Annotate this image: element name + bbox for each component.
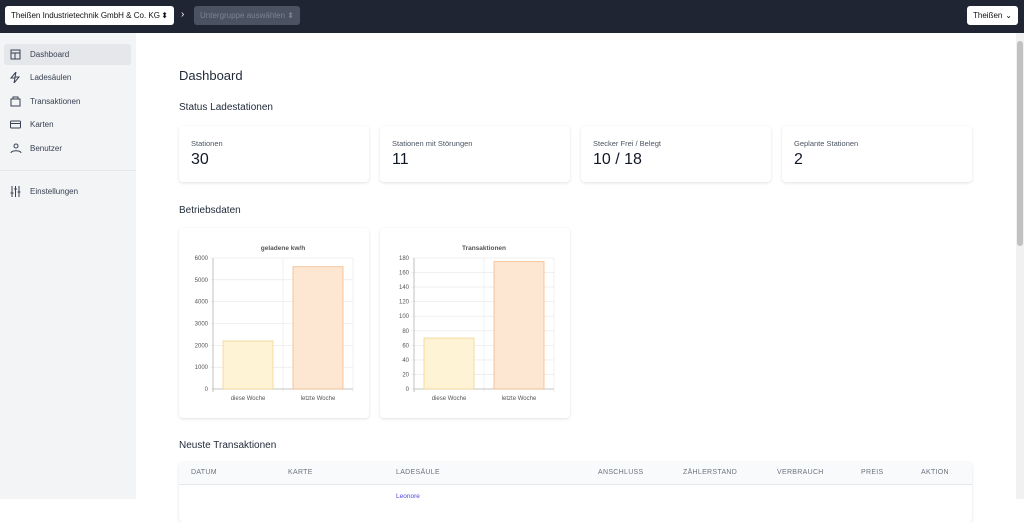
nav-item[interactable]: Benutzer	[4, 138, 131, 159]
y-tick-label: 1000	[195, 365, 209, 371]
x-tick-label: diese Woche	[432, 396, 467, 402]
stat-label: Stationen	[191, 139, 223, 148]
subgroup-placeholder: Untergruppe auswählen	[200, 11, 285, 20]
stat-card: Stationen mit Störungen 11	[380, 126, 570, 182]
column-header: DATUM	[191, 469, 217, 476]
x-tick-label: diese Woche	[231, 396, 266, 402]
page: Theißen Industrietechnik GmbH & Co. KG ⬍ …	[0, 0, 1024, 500]
column-header: VERBRAUCH	[777, 469, 824, 476]
x-tick-label: letzte Woche	[301, 396, 336, 402]
y-tick-label: 5000	[195, 278, 209, 284]
scroll-thumb[interactable]	[1017, 41, 1023, 246]
y-tick-label: 0	[406, 387, 410, 393]
nav-item[interactable]: Ladesäulen	[4, 67, 131, 88]
bar	[493, 261, 545, 390]
scrollbar[interactable]	[1016, 33, 1024, 499]
stat-label: Geplante Stationen	[794, 139, 859, 148]
nav-item[interactable]: Karten	[4, 114, 131, 135]
nav-label: Transaktionen	[30, 97, 81, 106]
chart: Transaktionen 0 20 40 60 80 100 120 140 160 180 die…	[399, 245, 555, 402]
y-tick-label: 6000	[195, 256, 209, 262]
chart-card: Transaktionen 0 20 40 60 80 100 120 140 160 180 die…	[380, 228, 570, 418]
column-header: ZÄHLERSTAND	[683, 469, 738, 476]
column-header: PREIS	[861, 469, 884, 476]
y-tick-label: 4000	[195, 300, 209, 306]
stat-card: Stationen 30	[179, 126, 369, 182]
nav-label: Ladesäulen	[30, 73, 72, 82]
column-header: AKTION	[921, 469, 949, 476]
y-tick-label: 100	[399, 314, 410, 320]
icon	[10, 143, 22, 154]
bar	[292, 266, 344, 390]
y-tick-label: 160	[399, 271, 410, 277]
icon	[10, 120, 21, 129]
chart-card: geladene kw/h 0 1000 2000 3000 4000 5000 6000 di…	[179, 228, 369, 418]
y-tick-label: 60	[402, 343, 409, 349]
company-name: Theißen Industrietechnik GmbH & Co. KG	[11, 11, 160, 20]
company-select[interactable]: Theißen Industrietechnik GmbH & Co. KG ⬍	[5, 6, 174, 25]
chart: geladene kw/h 0 1000 2000 3000 4000 5000 6000 di…	[195, 245, 354, 402]
section-heading: Neuste Transaktionen	[179, 440, 277, 451]
station-link[interactable]: Leonore	[396, 493, 420, 500]
table-header	[179, 462, 972, 485]
stat-value: 10 / 18	[593, 151, 642, 168]
y-tick-label: 2000	[195, 343, 209, 349]
icon	[10, 49, 21, 60]
icon	[10, 72, 21, 83]
user-menu[interactable]: Theißen ⌄	[967, 6, 1018, 25]
stat-label: Stecker Frei / Belegt	[593, 139, 661, 148]
bar	[423, 337, 475, 390]
x-tick-label: letzte Woche	[502, 396, 537, 402]
y-tick-label: 40	[402, 358, 409, 364]
y-tick-label: 0	[205, 387, 209, 393]
stat-value: 2	[794, 151, 803, 168]
page-title: Dashboard	[179, 68, 243, 83]
sidebar: Dashboard Ladesäulen Transaktionen Karte…	[0, 33, 136, 499]
icon	[10, 96, 21, 107]
stat-card: Stecker Frei / Belegt 10 / 18	[581, 126, 771, 182]
user-name: Theißen	[973, 11, 1003, 20]
y-tick-label: 80	[402, 329, 409, 335]
chart-title: Transaktionen	[462, 245, 506, 252]
column-header: ANSCHLUSS	[598, 469, 644, 476]
section-heading: Betriebsdaten	[179, 205, 241, 216]
column-header: LADESÄULE	[396, 469, 440, 476]
top-bar: Theißen Industrietechnik GmbH & Co. KG ⬍ …	[0, 0, 1024, 33]
divider	[0, 170, 136, 171]
icon	[10, 186, 21, 197]
stat-card: Geplante Stationen 2	[782, 126, 972, 182]
chevron: ›	[181, 9, 185, 20]
y-tick-label: 180	[399, 256, 410, 262]
stat-value: 11	[392, 151, 409, 168]
y-tick-label: 140	[399, 285, 410, 291]
y-tick-label: 3000	[195, 322, 209, 328]
chart-title: geladene kw/h	[261, 245, 305, 252]
nav-item[interactable]: Einstellungen	[4, 181, 131, 202]
y-tick-label: 20	[402, 372, 409, 378]
bar	[222, 340, 274, 390]
nav-label: Karten	[30, 120, 54, 129]
nav-item[interactable]: Dashboard	[4, 44, 131, 65]
nav-label: Benutzer	[30, 144, 63, 153]
section-heading: Status Ladestationen	[179, 102, 273, 113]
subgroup-select[interactable]: Untergruppe auswählen ⬍	[194, 6, 300, 25]
y-tick-label: 120	[399, 300, 410, 306]
stat-label: Stationen mit Störungen	[392, 139, 473, 148]
stat-value: 30	[191, 151, 209, 168]
nav-label: Dashboard	[30, 50, 70, 59]
column-header: KARTE	[288, 469, 313, 476]
nav-item[interactable]: Transaktionen	[4, 91, 131, 112]
nav-label: Einstellungen	[30, 187, 79, 196]
